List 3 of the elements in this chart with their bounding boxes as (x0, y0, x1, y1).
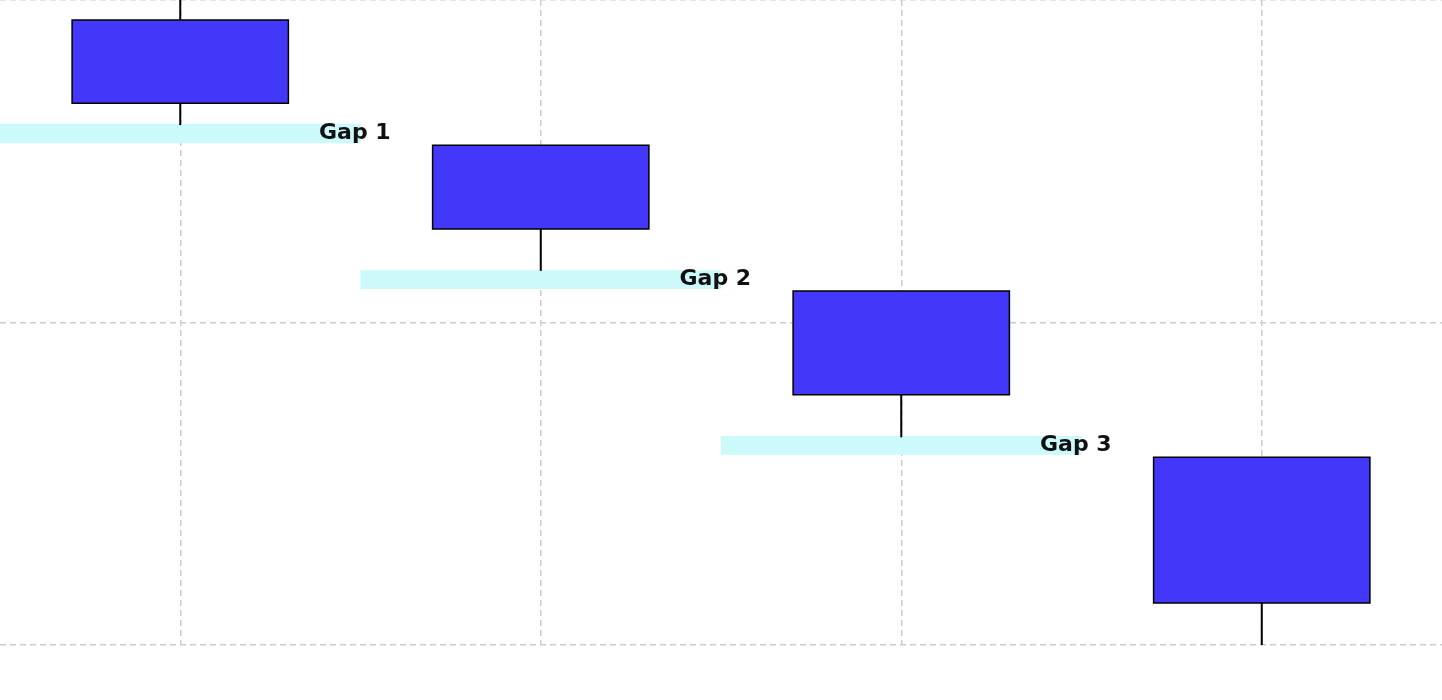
band-label: Gap 3 (1040, 431, 1112, 457)
band-label: Gap 1 (319, 119, 391, 145)
band-label: Gap 2 (679, 265, 752, 291)
